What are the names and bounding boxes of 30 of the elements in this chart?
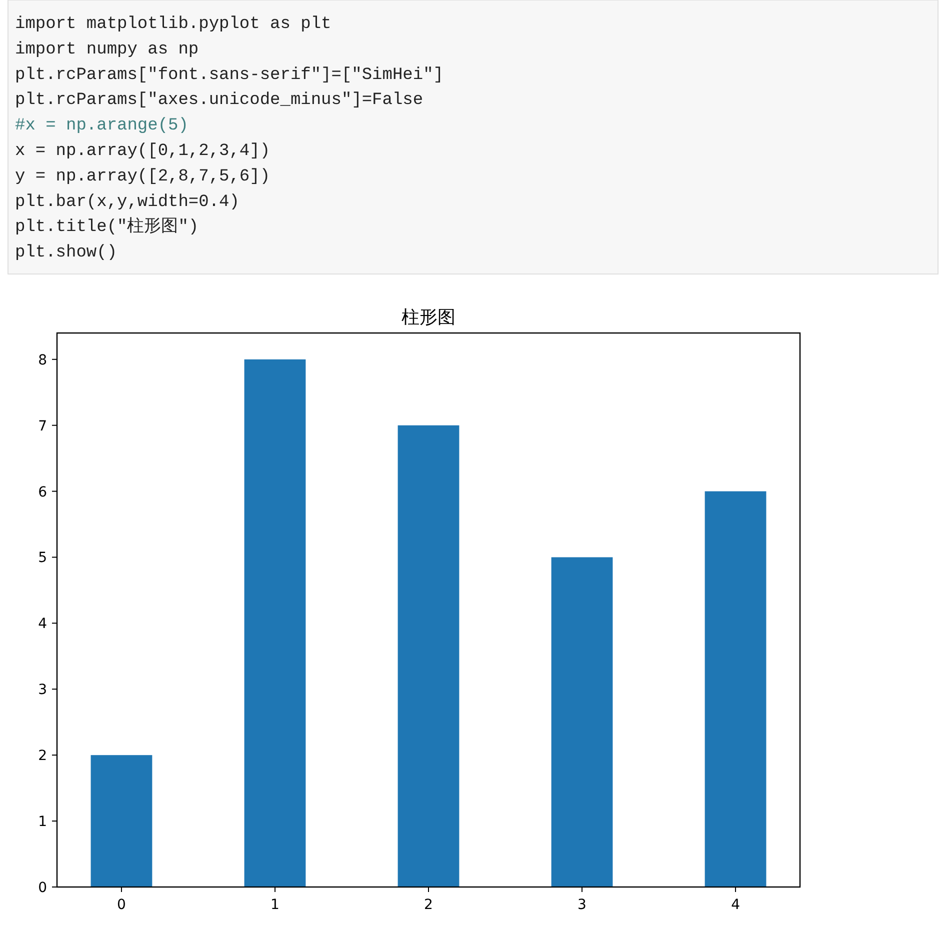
bar xyxy=(90,755,152,887)
bar xyxy=(398,425,460,887)
bar xyxy=(704,491,766,887)
y-tick-label: 8 xyxy=(38,352,47,368)
text: y = np.array([2,8,7,5,6]) xyxy=(15,167,270,186)
y-tick-label: 7 xyxy=(38,418,47,434)
chart-title: 柱形图 xyxy=(402,307,456,328)
text: plt.bar(x,y,width=0.4) xyxy=(15,192,240,212)
bar xyxy=(244,359,306,887)
y-tick-label: 2 xyxy=(38,748,47,764)
y-tick-label: 4 xyxy=(38,616,48,632)
text: plt.rcParams["font.sans-serif"]=["SimHei"] xyxy=(15,66,444,85)
text: plt.rcParams["axes.unicode_minus"]=False xyxy=(15,91,424,110)
text: import matplotlib.pyplot as plt xyxy=(15,15,332,34)
x-tick-label: 4 xyxy=(731,897,740,913)
text: import numpy as np xyxy=(15,40,199,60)
text: x = np.array([0,1,2,3,4]) xyxy=(15,142,270,161)
text: plt.title("柱形图") xyxy=(15,217,199,238)
text: plt.show() xyxy=(15,244,118,263)
x-tick-label: 2 xyxy=(424,897,433,913)
text: #x = np.arange(5) xyxy=(15,116,188,136)
y-tick-label: 1 xyxy=(38,814,47,830)
x-tick-label: 1 xyxy=(270,897,280,913)
y-tick-label: 5 xyxy=(38,550,47,566)
x-tick-label: 0 xyxy=(117,897,126,913)
x-tick-label: 3 xyxy=(578,897,586,913)
bar xyxy=(551,557,613,887)
y-tick-label: 0 xyxy=(38,880,47,896)
y-tick-label: 6 xyxy=(38,484,48,500)
y-tick-label: 3 xyxy=(38,682,47,698)
